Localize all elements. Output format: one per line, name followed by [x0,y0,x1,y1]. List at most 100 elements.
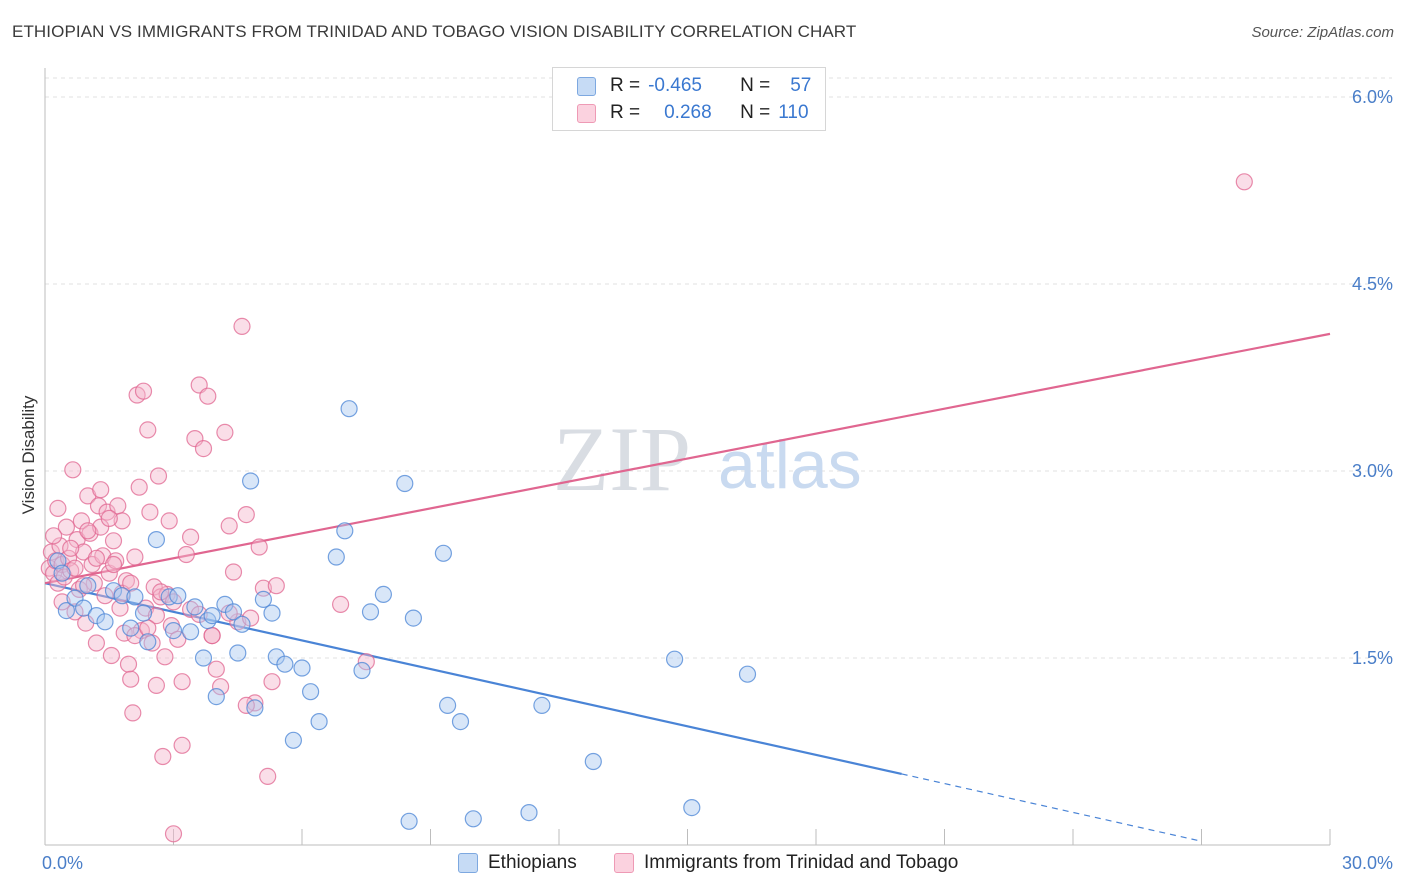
data-point [173,736,191,754]
legend-row-ethiopians: R = -0.465 N = 57 [577,74,811,98]
watermark-zip: ZIP [553,408,691,510]
data-point [87,634,106,652]
data-point [203,626,221,645]
data-point [451,712,470,731]
data-point [434,544,452,562]
data-point [126,588,144,606]
legend-n-value: 110 [778,102,809,123]
y-tick-label: 4.5% [1352,274,1393,294]
data-point [533,696,551,715]
legend-r-value: 0.268 [664,102,712,123]
data-point [233,615,251,633]
data-point [134,382,153,400]
data-point [246,699,264,717]
data-point [113,512,131,530]
data-point [156,648,174,666]
data-point [404,609,422,627]
data-point [186,598,204,616]
data-point [361,603,380,621]
source-credit: Source: ZipAtlas.com [1251,24,1394,41]
data-point [126,548,144,566]
axes: 1.5% 3.0% 4.5% 6.0% 0.0% 30.0% [42,68,1393,873]
grid [45,77,1392,659]
series-legend-trinidad: Immigrants from Trinidad and Tobago [614,852,958,874]
correlation-legend: R = -0.465 N = 57 R = 0.268 N = 110 [552,67,826,131]
data-point [169,630,187,648]
data-point [92,518,110,536]
data-point [584,752,602,771]
data-point [122,619,140,637]
data-point [49,499,67,517]
y-axis-label: Vision Disability [19,395,38,514]
data-point [122,670,140,688]
data-point [79,577,97,595]
data-point [250,538,268,556]
data-point [237,505,255,524]
legend-n-label: N = [740,102,771,123]
data-point [147,530,165,549]
data-point [66,559,84,577]
data-point [254,590,272,609]
data-point [284,731,302,749]
data-point [464,810,482,828]
data-point [64,461,82,479]
data-point [173,673,191,691]
data-point [87,606,106,625]
data-point [400,812,418,830]
x-tick-label: 0.0% [42,853,83,873]
legend-r-label: R = [610,75,641,96]
data-point [327,548,345,566]
data-point [147,676,165,695]
data-point [51,537,69,555]
data-point [263,673,281,691]
data-point [357,653,375,671]
data-point [220,517,238,535]
legend-r-label: R = [610,102,641,123]
data-point [182,528,200,546]
series-label-ethiopians: Ethiopians [488,852,577,873]
data-point [302,683,320,701]
data-point [53,593,71,611]
data-point [87,549,106,567]
series-legend-ethiopians: Ethiopians [458,852,577,874]
data-point [96,613,114,631]
data-point [332,595,350,614]
data-point [139,633,157,651]
data-point [340,400,358,418]
series-swatch-trinidad [614,853,634,873]
data-point [224,563,243,581]
data-point [520,803,538,822]
trend-line-ethiopians [44,582,902,776]
legend-swatch-ethiopians [577,76,596,96]
data-point [62,539,80,557]
data-point [154,747,172,766]
data-point [683,798,701,817]
data-point [111,599,129,617]
data-points [40,173,1253,843]
data-point [104,582,123,600]
series-swatch-ethiopians [458,853,478,873]
data-point [293,659,311,677]
data-point [152,583,170,601]
data-point [374,585,392,604]
data-point [164,825,183,843]
data-point [216,423,234,441]
legend-swatch-trinidad [577,103,596,123]
data-point [267,577,285,595]
data-point [212,678,230,696]
trend-lines [44,332,1331,842]
legend-r-value: -0.465 [648,75,702,96]
data-point [119,655,138,673]
data-point [124,704,142,722]
data-point [439,696,457,715]
data-point [72,512,91,530]
data-point [113,587,131,605]
data-point [207,660,225,678]
y-tick-label: 3.0% [1352,461,1393,481]
legend-n-label: N = [740,75,771,96]
data-point [665,650,684,668]
data-point [242,609,260,627]
data-point [177,545,195,564]
data-point [336,522,354,540]
